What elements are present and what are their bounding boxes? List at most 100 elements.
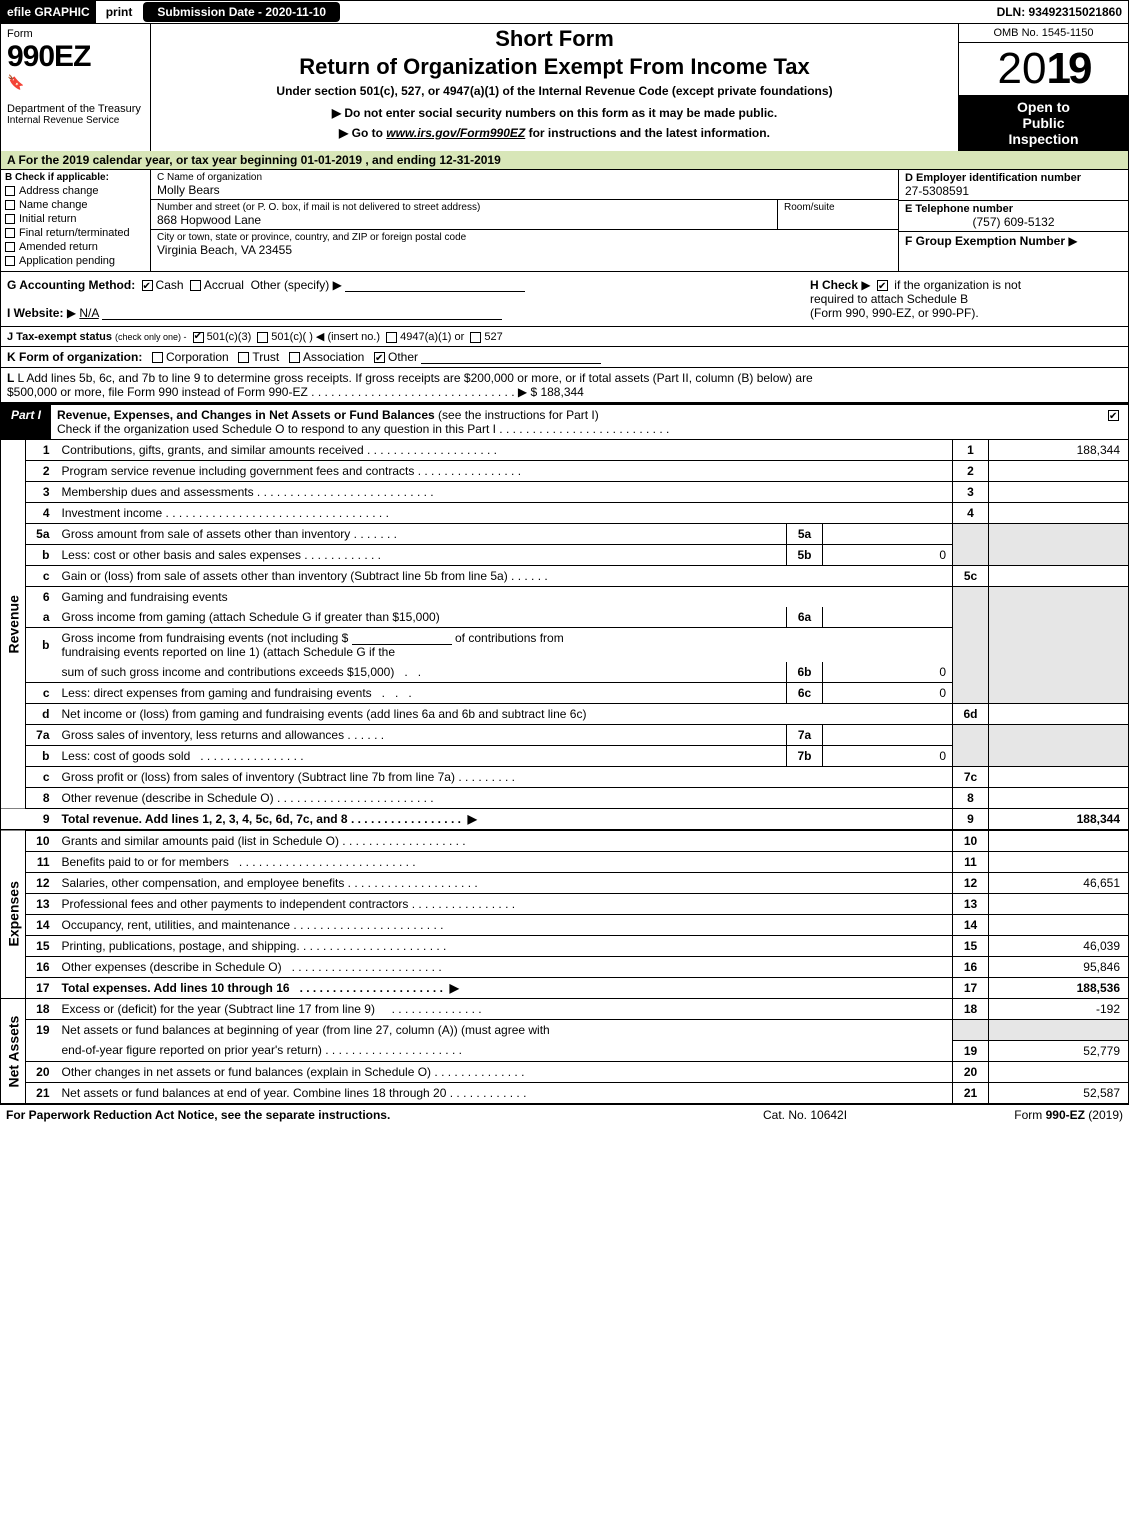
section-h-prefix: H Check xyxy=(810,278,858,292)
section-d: D Employer identification number 27-5308… xyxy=(899,170,1128,201)
chk-corporation[interactable] xyxy=(152,352,163,363)
chk-amended-return[interactable]: Amended return xyxy=(5,241,146,253)
chk-name-change[interactable]: Name change xyxy=(5,199,146,211)
city-row: City or town, state or province, country… xyxy=(151,230,898,259)
section-k-label: K Form of organization: xyxy=(7,350,142,364)
checkbox-icon[interactable] xyxy=(5,200,15,210)
chk-4947a1[interactable] xyxy=(386,332,397,343)
section-h: H Check ▶ if the organization is not req… xyxy=(802,278,1122,320)
org-name-label: C Name of organization xyxy=(157,172,892,183)
info-grid: B Check if applicable: Address change Na… xyxy=(0,170,1129,272)
goto-link[interactable]: www.irs.gov/Form990EZ xyxy=(386,126,525,140)
other-org-input[interactable] xyxy=(421,352,601,364)
other-specify-input[interactable] xyxy=(345,280,525,292)
website-input-underline xyxy=(102,308,502,320)
chk-schedule-b-not-required[interactable] xyxy=(877,280,888,291)
arrow-icon: ▶ xyxy=(518,385,527,399)
insert-arrow-icon: ◀ xyxy=(316,331,324,343)
under-section-text: Under section 501(c), 527, or 4947(a)(1)… xyxy=(155,84,954,98)
open-line2: Public xyxy=(961,115,1126,131)
section-b-label: B Check if applicable: xyxy=(5,172,146,183)
line-10: Expenses 10 Grants and similar amounts p… xyxy=(1,830,1129,852)
checkbox-icon[interactable] xyxy=(5,228,15,238)
checkbox-icon[interactable] xyxy=(5,214,15,224)
section-c: C Name of organization Molly Bears Numbe… xyxy=(151,170,898,271)
line-9: 9 Total revenue. Add lines 1, 2, 3, 4, 5… xyxy=(1,809,1129,831)
chk-501c3[interactable] xyxy=(193,332,204,343)
checkbox-icon[interactable] xyxy=(5,186,15,196)
line-8: 8 Other revenue (describe in Schedule O)… xyxy=(1,788,1129,809)
ein-label: D Employer identification number xyxy=(905,172,1122,184)
chk-initial-return[interactable]: Initial return xyxy=(5,213,146,225)
irs-label: Internal Revenue Service xyxy=(7,115,144,126)
footer: For Paperwork Reduction Act Notice, see … xyxy=(0,1104,1129,1125)
line-11: 11 Benefits paid to or for members . . .… xyxy=(1,852,1129,873)
section-h-suffix: if the organization is not xyxy=(894,278,1021,292)
form-label: Form xyxy=(7,28,144,40)
top-bar: efile GRAPHIC print Submission Date - 20… xyxy=(0,0,1129,24)
line-14: 14 Occupancy, rent, utilities, and maint… xyxy=(1,915,1129,936)
part-i-title: Revenue, Expenses, and Changes in Net As… xyxy=(57,408,435,422)
section-h-line3: (Form 990, 990-EZ, or 990-PF). xyxy=(810,306,979,320)
chk-schedule-o-used[interactable] xyxy=(1108,410,1119,421)
line-5c: c Gain or (loss) from sale of assets oth… xyxy=(1,566,1129,587)
street-label: Number and street (or P. O. box, if mail… xyxy=(157,202,771,213)
website-value: N/A xyxy=(79,306,98,320)
header-left: Form 990EZ 🔖 Department of the Treasury … xyxy=(1,24,151,151)
open-line1: Open to xyxy=(961,99,1126,115)
ein-value: 27-5308591 xyxy=(905,184,1122,198)
line-5a: 5a Gross amount from sale of assets othe… xyxy=(1,524,1129,545)
section-b: B Check if applicable: Address change Na… xyxy=(1,170,151,271)
line-19-top: 19 Net assets or fund balances at beginn… xyxy=(1,1020,1129,1041)
part-i-header: Part I Revenue, Expenses, and Changes in… xyxy=(0,404,1129,440)
checkbox-icon[interactable] xyxy=(5,256,15,266)
chk-other-org[interactable] xyxy=(374,352,385,363)
chk-527[interactable] xyxy=(470,332,481,343)
city-value: Virginia Beach, VA 23455 xyxy=(157,243,892,257)
section-f: F Group Exemption Number ▶ xyxy=(899,232,1128,250)
chk-accrual[interactable] xyxy=(190,280,201,291)
arrow-icon: ▶ xyxy=(339,126,348,140)
topbar-spacer xyxy=(341,1,990,23)
line-7a: 7a Gross sales of inventory, less return… xyxy=(1,725,1129,746)
section-l-text2: $500,000 or more, file Form 990 instead … xyxy=(7,385,308,399)
line-13: 13 Professional fees and other payments … xyxy=(1,894,1129,915)
part-i-table: Revenue 1 Contributions, gifts, grants, … xyxy=(0,440,1129,1104)
chk-final-return[interactable]: Final return/terminated xyxy=(5,227,146,239)
fundraising-contrib-input[interactable] xyxy=(352,633,452,645)
revenue-side-label: Revenue xyxy=(1,440,26,809)
chk-cash[interactable] xyxy=(142,280,153,291)
chk-association[interactable] xyxy=(289,352,300,363)
dln-label: DLN: 93492315021860 xyxy=(991,1,1128,23)
open-line3: Inspection xyxy=(961,131,1126,147)
chk-address-change[interactable]: Address change xyxy=(5,185,146,197)
line-1: Revenue 1 Contributions, gifts, grants, … xyxy=(1,440,1129,461)
line-16: 16 Other expenses (describe in Schedule … xyxy=(1,957,1129,978)
gross-receipts-amount: $ 188,344 xyxy=(530,385,583,399)
open-to-public: Open to Public Inspection xyxy=(959,95,1128,151)
print-button[interactable]: print xyxy=(96,1,143,23)
line-12: 12 Salaries, other compensation, and emp… xyxy=(1,873,1129,894)
do-not-line: ▶ Do not enter social security numbers o… xyxy=(155,106,954,120)
line-15: 15 Printing, publications, postage, and … xyxy=(1,936,1129,957)
room-label: Room/suite xyxy=(784,202,892,213)
section-j-note: (check only one) - xyxy=(115,332,187,342)
street-value: 868 Hopwood Lane xyxy=(157,213,771,227)
header-right: OMB No. 1545-1150 2019 Open to Public In… xyxy=(958,24,1128,151)
chk-trust[interactable] xyxy=(238,352,249,363)
part-i-check-text: Check if the organization used Schedule … xyxy=(57,422,496,436)
line-4: 4 Investment income . . . . . . . . . . … xyxy=(1,503,1129,524)
chk-application-pending[interactable]: Application pending xyxy=(5,255,146,267)
return-of-title: Return of Organization Exempt From Incom… xyxy=(155,54,954,80)
part-i-label: Part I xyxy=(1,405,51,439)
org-name-value: Molly Bears xyxy=(157,183,892,197)
line-20: 20 Other changes in net assets or fund b… xyxy=(1,1061,1129,1082)
line-2: 2 Program service revenue including gove… xyxy=(1,461,1129,482)
section-j: J Tax-exempt status (check only one) - 5… xyxy=(0,327,1129,347)
city-label: City or town, state or province, country… xyxy=(157,232,892,243)
do-not-text: Do not enter social security numbers on … xyxy=(344,106,777,120)
form-number-footer: Form 990-EZ (2019) xyxy=(943,1108,1123,1122)
checkbox-icon[interactable] xyxy=(5,242,15,252)
efile-label[interactable]: efile GRAPHIC xyxy=(1,1,96,23)
chk-501c[interactable] xyxy=(257,332,268,343)
